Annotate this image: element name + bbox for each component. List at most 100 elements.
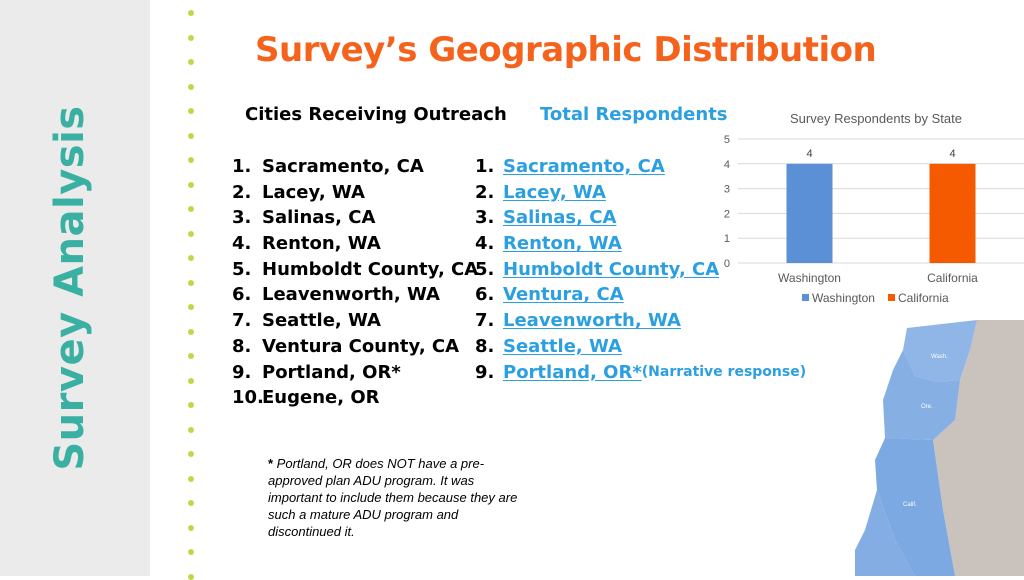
map-label-ore: Ore.	[921, 404, 933, 410]
list-item: 10. Eugene, OR	[232, 385, 478, 411]
divider-dot	[188, 10, 194, 16]
outreach-heading: Cities Receiving Outreach	[245, 104, 507, 125]
x-tick-label: California	[927, 271, 978, 285]
divider-dot	[188, 230, 194, 237]
city-link[interactable]: Ventura, CA	[503, 284, 624, 306]
list-item: 1. Sacramento, CA	[232, 154, 478, 180]
city-link[interactable]: Sacramento, CA	[503, 156, 665, 177]
city-link[interactable]: Portland, OR*	[503, 361, 642, 383]
divider-dot	[188, 304, 194, 310]
list-item: 1. Sacramento, CA	[475, 154, 806, 180]
item-number: 8.	[475, 335, 495, 357]
divider-dot	[188, 353, 194, 359]
divider-dot	[188, 377, 194, 384]
city-name: Sacramento, CA	[262, 156, 424, 177]
item-number: 2.	[475, 181, 495, 203]
divider-dot	[188, 475, 194, 482]
y-tick-label: 4	[724, 159, 730, 171]
item-number: 6.	[232, 284, 252, 306]
city-link[interactable]: Salinas, CA	[503, 207, 617, 229]
list-item: 6. Ventura, CA	[475, 282, 806, 308]
west-coast-map: Wash. Ore. Calif.	[855, 320, 1024, 576]
divider-dot	[188, 402, 194, 408]
divider-dot	[188, 451, 194, 457]
legend-swatch	[888, 294, 895, 301]
city-name: Salinas, CA	[262, 207, 376, 229]
city-link[interactable]: Renton, WA	[503, 233, 622, 255]
chart-title: Survey Respondents by State	[790, 111, 962, 126]
california-coast-shape	[855, 490, 915, 576]
city-name: Ventura County, CA	[262, 335, 460, 357]
city-link[interactable]: Seattle, WA	[503, 335, 622, 357]
footnote-star: *	[268, 456, 274, 471]
list-item: 4. Renton, WA	[232, 231, 478, 257]
list-item: 9. Portland, OR* (Narrative response)	[475, 360, 806, 386]
bar-washington	[786, 163, 833, 263]
y-tick-label: 0	[724, 258, 730, 270]
footnote: * Portland, OR does NOT have a pre-appro…	[268, 455, 523, 540]
legend-entry: California	[898, 291, 949, 305]
divider-dot	[188, 206, 194, 212]
vertical-section-title: Survey Analysis	[47, 105, 93, 471]
divider-dot	[188, 132, 194, 139]
divider-dot	[188, 34, 194, 41]
city-name: Humboldt County, CA	[262, 258, 479, 280]
map-label-wash: Wash.	[931, 354, 948, 360]
y-tick-label: 1	[724, 233, 730, 245]
sidebar-panel: Survey Analysis	[0, 0, 150, 576]
city-link[interactable]: Leavenworth, WA	[503, 310, 681, 332]
city-name: Portland, OR*	[262, 361, 401, 383]
list-item: 7. Leavenworth, WA	[475, 308, 806, 334]
list-item: 4. Renton, WA	[475, 231, 806, 257]
california-shape	[875, 438, 955, 576]
item-number: 9.	[475, 361, 495, 383]
item-number: 4.	[475, 233, 495, 255]
outreach-list: 1. Sacramento, CA 2. Lacey, WA 3. Salinas, …	[232, 154, 478, 411]
slide-title: Survey’s Geographic Distribution	[255, 30, 877, 70]
oregon-shape	[883, 350, 960, 440]
item-number: 8.	[232, 335, 252, 357]
y-tick-label: 2	[724, 208, 730, 220]
bar-california	[929, 163, 976, 263]
divider-dot	[188, 549, 194, 555]
inland-states	[933, 320, 1024, 576]
respondents-list: 1. Sacramento, CA 2. Lacey, WA 3. Salinas, …	[475, 154, 806, 385]
list-item: 3. Salinas, CA	[475, 205, 806, 231]
respondents-bar-chart: Survey Respondents by State 0 1 2 3 4 5 4 Wash…	[724, 111, 1024, 305]
item-number: 1.	[475, 156, 495, 177]
divider-dot	[188, 500, 194, 506]
city-name: Eugene, OR	[262, 387, 380, 409]
dotted-divider	[188, 6, 198, 580]
item-number: 6.	[475, 284, 495, 306]
item-number: 5.	[232, 258, 252, 280]
city-link[interactable]: Lacey, WA	[503, 181, 606, 203]
bar-data-label: 4	[806, 148, 812, 160]
list-item: 2. Lacey, WA	[232, 180, 478, 206]
divider-dot	[188, 255, 194, 261]
list-item: 9. Portland, OR*	[232, 360, 478, 386]
legend-entry: Washington	[812, 291, 875, 305]
item-number: 4.	[232, 233, 252, 255]
divider-dot	[188, 279, 194, 286]
bar-data-label: 4	[949, 148, 955, 160]
list-item: 5. Humboldt County, CA	[475, 257, 806, 283]
city-name: Seattle, WA	[262, 310, 381, 332]
city-link[interactable]: Humboldt County, CA	[503, 258, 720, 280]
list-item: 7. Seattle, WA	[232, 308, 478, 334]
list-item: 6. Leavenworth, WA	[232, 282, 478, 308]
item-number: 9.	[232, 361, 252, 383]
respondents-heading: Total Respondents	[540, 104, 728, 125]
list-item: 5. Humboldt County, CA	[232, 257, 478, 283]
city-name: Leavenworth, WA	[262, 284, 440, 306]
y-tick-label: 3	[724, 184, 730, 196]
divider-dot	[188, 573, 194, 580]
list-item: 8. Ventura County, CA	[232, 334, 478, 360]
item-number: 7.	[475, 310, 495, 332]
list-item: 2. Lacey, WA	[475, 180, 806, 206]
item-number: 1.	[232, 156, 252, 177]
item-number: 7.	[232, 310, 252, 332]
divider-dot	[188, 108, 194, 114]
list-item: 3. Salinas, CA	[232, 205, 478, 231]
divider-dot	[188, 181, 194, 188]
divider-dot	[188, 328, 194, 335]
